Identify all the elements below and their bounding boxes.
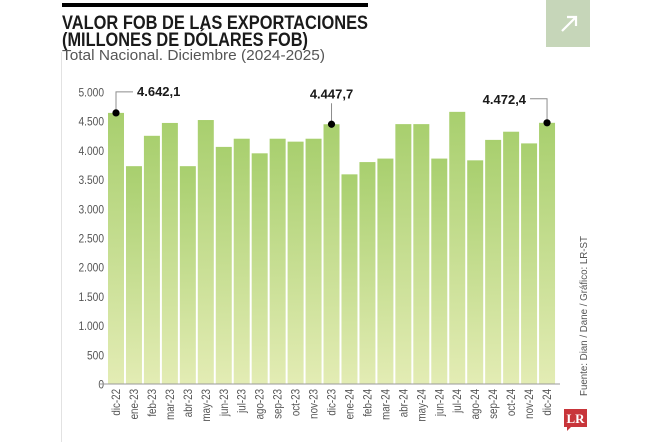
bar	[161, 122, 178, 385]
annotation-label: 4.472,4	[483, 92, 527, 107]
bar	[125, 166, 142, 384]
y-tick-label: 3.500	[78, 174, 104, 187]
x-axis: dic-22 ene-23 feb-23 mar-23 abr-23 may-23 jun-…	[110, 389, 554, 422]
bar	[377, 158, 394, 384]
y-tick-label: 4.000	[78, 145, 104, 158]
x-tick-label: feb-24	[362, 389, 375, 417]
bar	[215, 146, 232, 384]
annotation-leader	[530, 98, 548, 123]
x-tick-label: nov-23	[308, 389, 321, 419]
bar	[179, 166, 196, 384]
chart-title-line1: VALOR FOB DE LAS EXPORTACIONES	[62, 13, 368, 34]
y-tick-label: 500	[87, 350, 104, 363]
x-tick-label: may-24	[416, 389, 429, 422]
annotation-dot	[112, 109, 120, 117]
annotation-dot	[327, 120, 336, 128]
x-tick-label: abr-24	[398, 389, 411, 417]
x-tick-label: sep-24	[487, 389, 500, 419]
x-tick-label: feb-23	[146, 389, 159, 417]
bar	[108, 112, 124, 384]
x-tick-label: mar-23	[164, 389, 177, 420]
x-tick-label: jun-24	[434, 389, 447, 417]
x-tick-label: jul-23	[236, 389, 249, 414]
x-tick-label: sep-23	[272, 389, 285, 419]
bar	[413, 124, 430, 385]
y-tick-label: 1.500	[78, 291, 104, 304]
y-tick-label: 0	[98, 379, 104, 392]
x-tick-label: dic-22	[110, 389, 123, 416]
lr-logo: LR	[564, 409, 587, 431]
y-tick-label: 2.000	[78, 262, 104, 275]
bar	[233, 138, 250, 384]
logo-text: LR	[566, 411, 585, 426]
y-tick-label: 4.500	[78, 116, 104, 129]
y-tick-label: 3.000	[78, 204, 104, 217]
arrow-up-right-icon	[561, 15, 578, 32]
title-accent-bar	[62, 3, 368, 7]
x-tick-label: jun-23	[218, 389, 231, 417]
y-tick-label: 1.000	[78, 320, 104, 333]
bar	[143, 135, 160, 384]
annotation-label: 4.642,1	[137, 84, 180, 99]
bar	[197, 120, 214, 385]
bar	[359, 162, 376, 384]
bar	[323, 124, 340, 384]
chart-subtitle: Total Nacional. Diciembre (2024-2025)	[62, 47, 325, 64]
bar	[305, 138, 322, 384]
annotation-label: 4.447,7	[310, 86, 353, 101]
bar	[251, 153, 268, 384]
bar	[485, 139, 502, 384]
x-tick-label: ene-24	[344, 389, 357, 419]
bar	[521, 143, 538, 384]
x-tick-label: dic-24	[541, 389, 554, 416]
source-note: Fuente: Dian / Dane / Gráfico: LR-ST	[578, 235, 590, 396]
y-tick-label: 5.000	[78, 87, 104, 100]
x-tick-label: oct-23	[290, 389, 303, 416]
bar	[287, 141, 304, 384]
y-axis: 0 500 1.000 1.500 2.000 2.500 3.000 3.500 4.000 4…	[78, 87, 108, 392]
annotation-dot	[543, 119, 551, 127]
bar	[395, 124, 412, 385]
x-tick-label: dic-23	[326, 389, 339, 416]
x-tick-label: mar-24	[380, 389, 393, 420]
annotations: 4.642,1 4.447,7 4.472,4	[112, 84, 551, 128]
bar	[269, 138, 286, 384]
bar	[467, 160, 484, 384]
bars	[108, 111, 556, 385]
bar	[341, 174, 358, 384]
x-tick-label: may-23	[200, 389, 213, 422]
y-tick-label: 2.500	[78, 233, 104, 246]
x-tick-label: abr-23	[182, 389, 195, 417]
bar	[431, 158, 448, 384]
x-tick-label: jul-24	[452, 389, 465, 414]
bar	[449, 111, 466, 384]
x-tick-label: ago-24	[470, 389, 483, 419]
bar	[503, 131, 520, 384]
expand-button[interactable]	[546, 0, 590, 47]
x-tick-label: ago-23	[254, 389, 267, 419]
x-tick-label: nov-24	[523, 389, 536, 419]
x-tick-label: ene-23	[128, 389, 141, 419]
chart-title-line2: (MILLONES DE DÓLARES FOB)	[62, 29, 308, 51]
x-tick-label: oct-24	[505, 389, 518, 416]
bar	[539, 122, 556, 385]
annotation-leader	[115, 91, 133, 113]
